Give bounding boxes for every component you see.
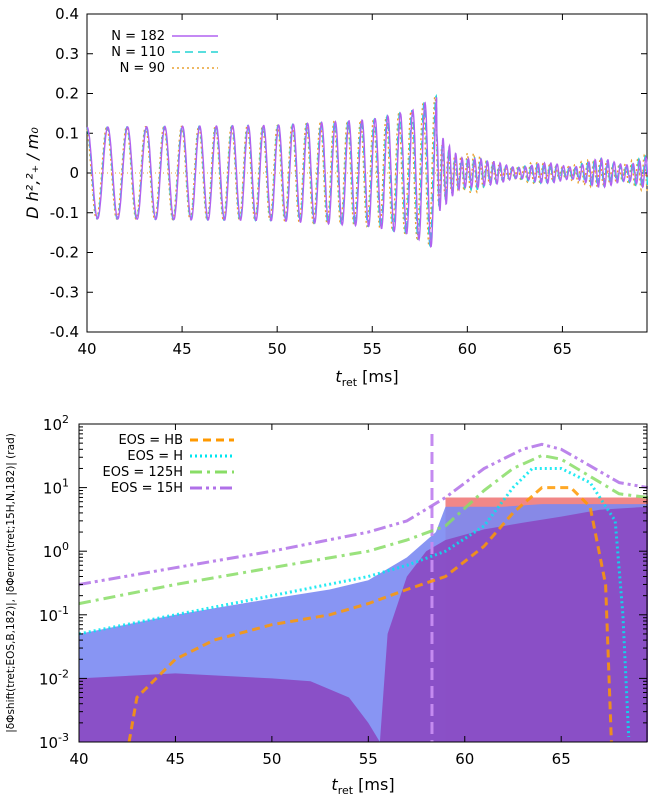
x-tick-label: 50 — [262, 750, 281, 768]
y-tick-label: 10-2 — [39, 667, 69, 688]
y-tick-label: -0.3 — [50, 283, 79, 301]
y-tick-label: 0.2 — [55, 85, 79, 103]
y-tick-label: 0.4 — [55, 5, 79, 23]
series-line-eos-hb — [127, 486, 613, 743]
shaded-area-2 — [79, 506, 648, 742]
x-tick-label: 45 — [173, 340, 192, 358]
top-waveform-panel: 0.4 0.3 0.2 0.1 0 -0.1 -0.2 -0.3 -0.440 45 50 55 60 6… — [23, 5, 648, 389]
legend-label: EOS = H — [127, 449, 183, 464]
y-tick-label: -0.1 — [50, 204, 79, 222]
x-axis-label: tret [ms] — [335, 367, 398, 389]
y-axis-label: |δΦshift(tret;EOS,B,182)|, |δΦerror(tret… — [5, 433, 17, 733]
y-tick-label: -0.2 — [50, 244, 79, 262]
y-tick-label: 100 — [43, 540, 69, 561]
y-tick-label: 102 — [43, 413, 69, 434]
y-tick-label: 0.3 — [55, 45, 79, 63]
x-tick-label: 65 — [553, 340, 572, 358]
y-tick-label: -0.4 — [50, 323, 79, 341]
x-tick-label: 55 — [363, 340, 382, 358]
bottom-phase-panel: 102 101 100 10-1 10-2 10-340 45 50 55 60 65 tret [m… — [5, 413, 648, 796]
x-tick-label: 55 — [359, 750, 378, 768]
legend-label: N = 90 — [120, 61, 165, 76]
waveform-line-n-110 — [86, 93, 648, 247]
waveform-line-n-182 — [86, 97, 648, 248]
y-axis-label: D h²,²₊ / m₀ — [23, 127, 42, 219]
legend-label: EOS = HB — [118, 433, 183, 448]
x-axis-label: tret [ms] — [331, 775, 394, 796]
x-tick-label: 60 — [455, 750, 474, 768]
y-tick-label: 10-1 — [39, 604, 69, 625]
x-tick-label: 40 — [77, 340, 96, 358]
x-tick-label: 50 — [268, 340, 287, 358]
x-tick-label: 40 — [69, 750, 88, 768]
series-line-eos-125h — [78, 454, 648, 606]
plot-frame — [78, 423, 648, 743]
series-line-eos-15h — [78, 442, 648, 586]
x-tick-label: 45 — [166, 750, 185, 768]
x-tick-label: 60 — [458, 340, 477, 358]
legend-label: EOS = 125H — [103, 465, 183, 480]
y-tick-label: 0.1 — [55, 124, 79, 142]
y-tick-label: 10-3 — [39, 731, 69, 752]
legend-label: EOS = 15H — [111, 481, 183, 496]
legend-label: N = 182 — [111, 29, 165, 44]
y-tick-label: 101 — [43, 477, 69, 498]
y-tick-label: 0 — [69, 164, 79, 182]
legend-label: N = 110 — [111, 45, 165, 60]
x-tick-label: 65 — [552, 750, 571, 768]
series-line-eos-h — [78, 467, 631, 738]
